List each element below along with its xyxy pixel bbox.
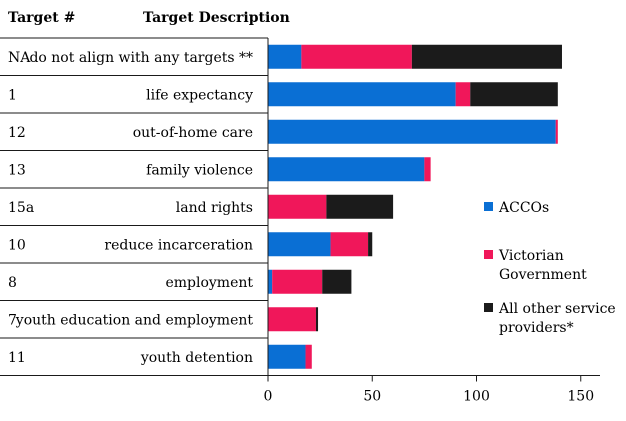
row-target-number: 7 — [8, 312, 17, 328]
row-target-number: NA — [8, 50, 31, 66]
bar-segment — [272, 269, 323, 294]
row-target-description: employment — [165, 275, 253, 291]
header-target-description: Target Description — [143, 10, 290, 26]
bars — [268, 44, 562, 369]
bar-segment — [268, 119, 556, 144]
bar-segment — [424, 157, 431, 182]
row-target-description: do not align with any targets ** — [29, 50, 253, 66]
row-target-description: out-of-home care — [133, 125, 253, 141]
header-target-number: Target # — [8, 10, 75, 26]
x-tick-label: 50 — [363, 389, 381, 405]
bar-segment — [305, 344, 312, 369]
row-target-description: family violence — [146, 162, 253, 178]
bar-segment — [268, 157, 425, 182]
legend-label: providers* — [499, 320, 574, 336]
row-target-number: 8 — [8, 275, 17, 291]
legend-swatch — [484, 202, 493, 211]
x-tick-label: 150 — [567, 389, 594, 405]
bar-segment — [268, 344, 306, 369]
bar-segment — [268, 82, 456, 107]
x-tick-label: 0 — [264, 389, 273, 405]
bar-segment — [301, 44, 412, 69]
bar-segment — [268, 194, 327, 219]
row-target-description: life expectancy — [146, 87, 253, 103]
bar-segment — [268, 269, 273, 294]
legend-label: ACCOs — [498, 200, 549, 216]
legend-label: Government — [499, 267, 587, 283]
legend-label: Victorian — [498, 248, 564, 264]
row-labels: NA do not align with any targets ** 1 life … — [0, 37, 268, 376]
row-target-description: reduce incarceration — [104, 237, 253, 253]
bar-segment — [322, 269, 352, 294]
bar-segment — [326, 194, 394, 219]
bar-segment — [470, 82, 558, 107]
row-target-description: youth education and employment — [15, 312, 254, 328]
bar-segment — [315, 307, 319, 332]
row-target-number: 12 — [8, 125, 26, 141]
bar-segment — [555, 119, 558, 144]
bar-segment — [368, 232, 373, 257]
row-target-number: 13 — [8, 162, 26, 178]
legend-label: All other service — [498, 301, 616, 317]
row-target-number: 11 — [8, 350, 26, 366]
row-target-number: 1 — [8, 87, 17, 103]
bar-segment — [268, 44, 302, 69]
legend-swatch — [484, 250, 493, 259]
bar-segment — [330, 232, 369, 257]
row-target-number: 15a — [8, 200, 34, 216]
row-target-description: youth detention — [140, 350, 253, 366]
bar-segment — [455, 82, 471, 107]
bar-segment — [268, 232, 331, 257]
legend-swatch — [484, 303, 493, 312]
bar-segment — [411, 44, 562, 69]
legend: ACCOs Victorian Government All other servic… — [484, 200, 616, 336]
row-target-number: 10 — [8, 237, 26, 253]
row-target-description: land rights — [176, 200, 253, 216]
x-tick-label: 100 — [463, 389, 490, 405]
bar-segment — [268, 307, 316, 332]
x-axis: 0 50 100 150 — [264, 38, 600, 405]
